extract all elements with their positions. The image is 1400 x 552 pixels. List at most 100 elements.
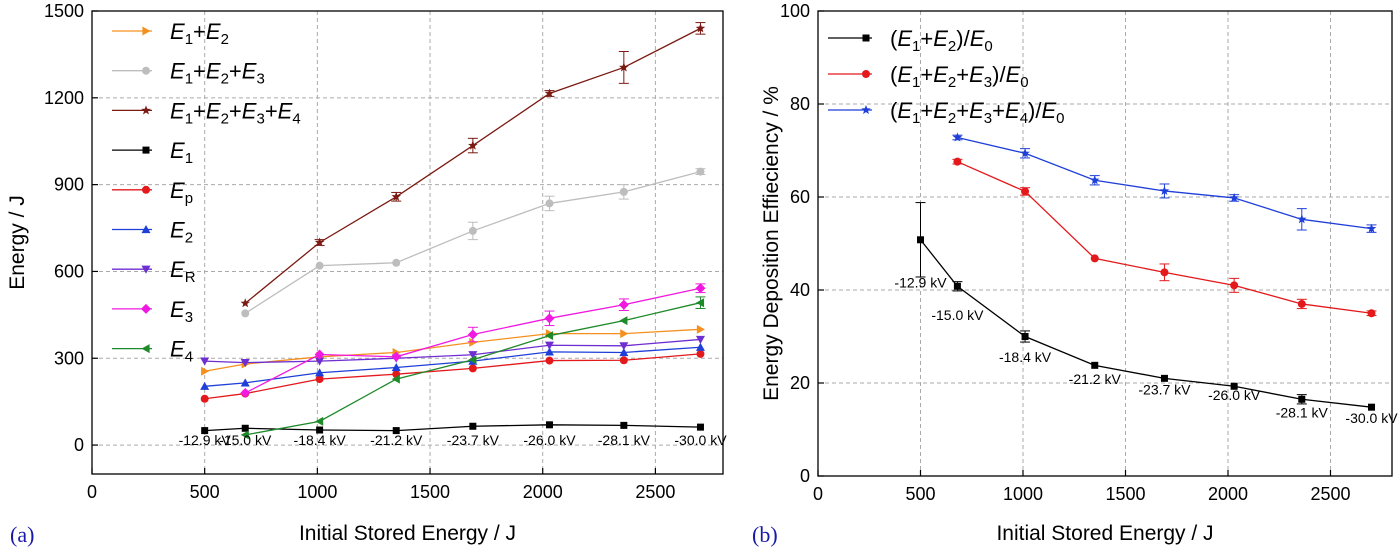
legend-label-subscript: 3 [984,74,992,91]
legend-label-part: +E [956,62,984,87]
y-tick-label: 600 [54,261,84,281]
legend-label-symbol: E [242,59,257,84]
voltage-annotations: -12.9 kV-15.0 kV -18.4 kV -21.2 kV -23.7 kV… [179,432,728,448]
data-point [200,357,210,366]
legend-label-subscript: 3 [256,110,264,127]
legend-label: E1+E2 [170,19,229,48]
series-line [204,424,701,432]
legend-label: (E1+E2+E3+E4)/E0 [890,98,1065,127]
legend-label-part: +E [229,59,257,84]
series-line [204,353,701,400]
data-point [544,313,555,324]
voltage-label: -12.9 kV [894,275,947,291]
legend-label-symbol: E [897,62,912,87]
data-point [201,366,210,376]
legend-label: (E1+E2+E3)/E0 [890,62,1029,91]
y-tick-label: 20 [790,373,810,393]
legend-marker [141,265,151,274]
legend-label-symbol: E [206,98,221,123]
series-line [204,346,701,387]
data-point [315,261,324,270]
data-point [315,368,325,377]
x-tick-label: 1000 [297,482,337,502]
data-point [316,426,324,434]
voltage-label: -30.0 kV [1345,410,1398,426]
data-point [544,331,554,341]
x-tick-label: 1000 [1003,484,1043,504]
y-tick-label: 40 [790,280,810,300]
legend-label-part: )/E [1028,98,1056,123]
data-point [696,349,705,358]
data-point [391,191,401,201]
series-line [957,136,1372,230]
voltage-label: -15.0 kV [219,432,272,448]
y-tick-label: 1200 [44,88,84,108]
series-e3 [240,283,706,398]
data-point [391,363,401,372]
data-point [544,347,554,356]
legend-label-subscript: 3 [984,110,992,127]
data-point [696,324,705,334]
data-point [315,416,324,426]
x-tick-label: 2500 [635,482,675,502]
data-point [695,23,706,33]
panel-label-b: (b) [752,522,778,547]
legend-marker [862,34,870,42]
x-tick-label: 0 [87,482,97,502]
legend-entry: (E1+E2)/E0 [828,26,993,55]
data-point [1160,268,1169,277]
legend-label-subscript: R [185,269,196,286]
legend-label: E1 [170,138,193,167]
legend-label-part: (E [890,62,912,87]
voltage-label: -28.1 kV [1276,404,1329,420]
legend-label-part: (E [890,26,912,51]
legend-entry: ER [112,257,196,286]
legend-label-subscript: 2 [221,110,229,127]
data-point [1229,192,1239,202]
series-e1-e2-e3 [241,167,706,318]
data-point [695,335,705,344]
legend-label: E2 [170,218,193,247]
legend-entry: E1+E2+E3 [112,59,265,88]
legend-label-symbol: E [242,98,257,123]
data-point [201,427,209,435]
legend-label-symbol: E [278,98,293,123]
legend-marker [142,66,150,75]
series-ep [200,349,705,403]
y-tick-label: 900 [54,175,84,195]
data-point [200,394,209,403]
y-tick-label: 60 [790,187,810,207]
legend-label-subscript: 1 [912,38,920,55]
series-line [204,338,701,364]
legend-label-part: +E [992,98,1020,123]
data-point [545,356,554,365]
legend-label-subscript: 0 [984,38,992,55]
voltage-label: -30.0 kV [674,432,727,448]
legend-label-part: +E [193,19,221,44]
x-tick-label: 1500 [1105,484,1145,504]
voltage-label: -21.2 kV [370,432,423,448]
legend-label-symbol: E [897,98,912,123]
data-point [695,342,705,351]
series-e1-e2 [201,324,705,376]
legend-label-part: E [170,178,185,203]
data-point [315,357,325,366]
data-point [544,88,555,98]
data-point [953,282,961,290]
data-point [1090,254,1099,263]
y-axis-title: Energy / J [6,195,29,290]
series-line [919,239,1372,408]
data-point [1021,187,1030,196]
data-point [1089,175,1100,185]
data-point [314,237,325,247]
legend-label-subscript: 1 [185,150,193,167]
legend-entry: E1+E2+E3+E4 [112,98,301,127]
series--e1-e2-e3-e4-e0 [952,132,1377,233]
data-point [695,283,706,294]
legend-label-part: +E [920,62,948,87]
legend-label-symbol: E [969,98,984,123]
voltage-label: -23.7 kV [1138,382,1191,398]
x-axis-title: Initial Stored Energy / J [996,522,1213,545]
legend-label-subscript: 2 [221,71,229,88]
